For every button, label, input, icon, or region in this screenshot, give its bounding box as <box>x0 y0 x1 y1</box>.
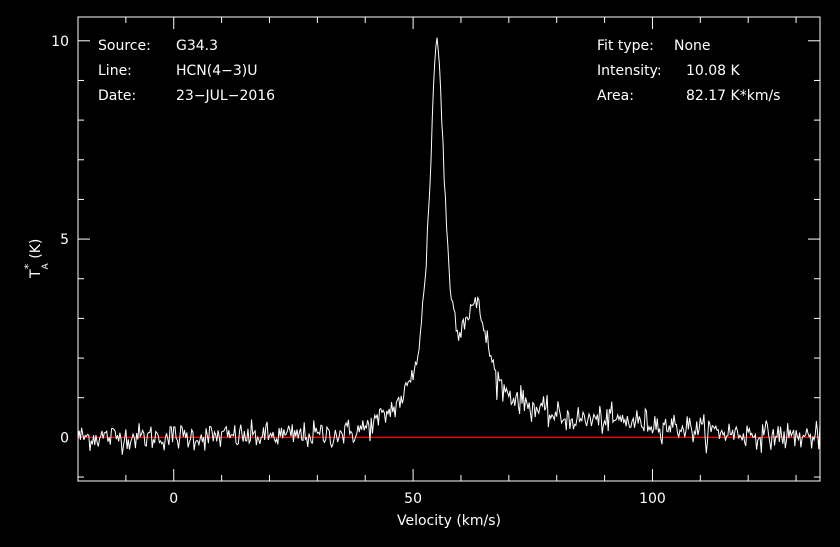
fit-type-value: None <box>674 38 711 54</box>
y-tick-label: 0 <box>60 430 69 446</box>
y-tick-label: 5 <box>60 232 69 248</box>
spectrum-series-line <box>77 37 821 455</box>
line-value: HCN(4−3)U <box>176 63 258 79</box>
area-value: 82.17 K*km/s <box>686 88 780 104</box>
x-tick-label: 0 <box>169 491 178 507</box>
axis-ticks <box>77 17 820 481</box>
intensity-value: 10.08 K <box>686 63 741 79</box>
source-label: Source: <box>98 38 151 54</box>
y-axis-label-sup: * <box>22 263 35 269</box>
x-tick-label: 50 <box>404 491 422 507</box>
x-tick-label: 100 <box>639 491 666 507</box>
y-axis-label: TA * (K) <box>22 239 51 279</box>
y-axis-label-unit: (K) <box>28 239 44 259</box>
source-value: G34.3 <box>176 38 218 54</box>
y-axis-label-sub: A <box>41 262 51 269</box>
area-label: Area: <box>597 88 634 104</box>
intensity-label: Intensity: <box>597 63 662 79</box>
date-value: 23−JUL−2016 <box>176 88 275 104</box>
plot-frame <box>77 16 821 482</box>
y-tick-label: 10 <box>51 34 69 50</box>
line-label: Line: <box>98 63 132 79</box>
date-label: Date: <box>98 88 136 104</box>
x-axis-label: Velocity (km/s) <box>397 513 501 529</box>
axis-tick-labels: 0 50 100 0 5 10 <box>51 34 666 507</box>
svg-text:TA*(K): TA * (K) <box>22 239 51 279</box>
fit-type-label: Fit type: <box>597 38 654 54</box>
y-axis-label-main: T <box>28 269 44 279</box>
